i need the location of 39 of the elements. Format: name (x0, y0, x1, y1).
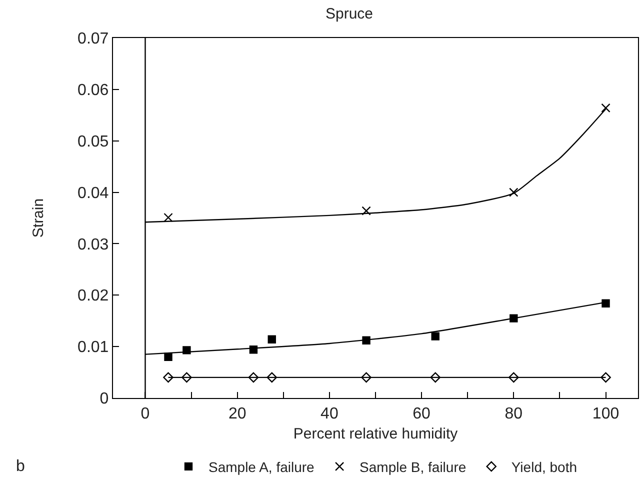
point (600, 372, 611, 383)
y-tick-label: 0.07 (78, 30, 109, 48)
point (361, 372, 372, 383)
point (164, 212, 173, 222)
point (430, 372, 441, 383)
point (510, 314, 518, 322)
y-tick-label: 0.06 (78, 82, 109, 100)
y-tick-label: 0.03 (78, 236, 109, 254)
point (431, 332, 440, 340)
point (164, 352, 172, 361)
point (182, 372, 192, 383)
point (163, 372, 174, 383)
y-tick-label: 0.01 (78, 339, 109, 356)
point (601, 103, 610, 113)
y-tick-label: 0.02 (78, 288, 109, 305)
legend-label: Yield, both (511, 458, 578, 475)
point (362, 206, 371, 216)
x-tick-label: 0 (140, 405, 150, 422)
point (268, 335, 276, 344)
point (508, 372, 519, 383)
point (509, 188, 518, 197)
legend-label: Sample B, failure (360, 458, 466, 475)
x-tick-label: 20 (228, 405, 246, 422)
point (266, 372, 278, 383)
point (602, 299, 610, 308)
y-tick-label: 0 (100, 390, 109, 408)
chart-title: Spruce (325, 5, 374, 22)
y-axis-title: Strain (30, 198, 47, 238)
x-tick-label: 80 (504, 405, 523, 422)
legend-label: Sample A, failure (208, 458, 315, 475)
x-tick-label: 40 (320, 405, 338, 422)
point (182, 346, 191, 354)
text: b (16, 458, 25, 475)
x-tick-label: 60 (412, 405, 431, 422)
y-tick-label: 0.04 (78, 184, 109, 202)
x-axis-title: Percent relative humidity (293, 425, 458, 442)
point (248, 372, 259, 383)
y-tick-label: 0.05 (78, 133, 109, 150)
x-tick-label: 100 (592, 405, 620, 422)
